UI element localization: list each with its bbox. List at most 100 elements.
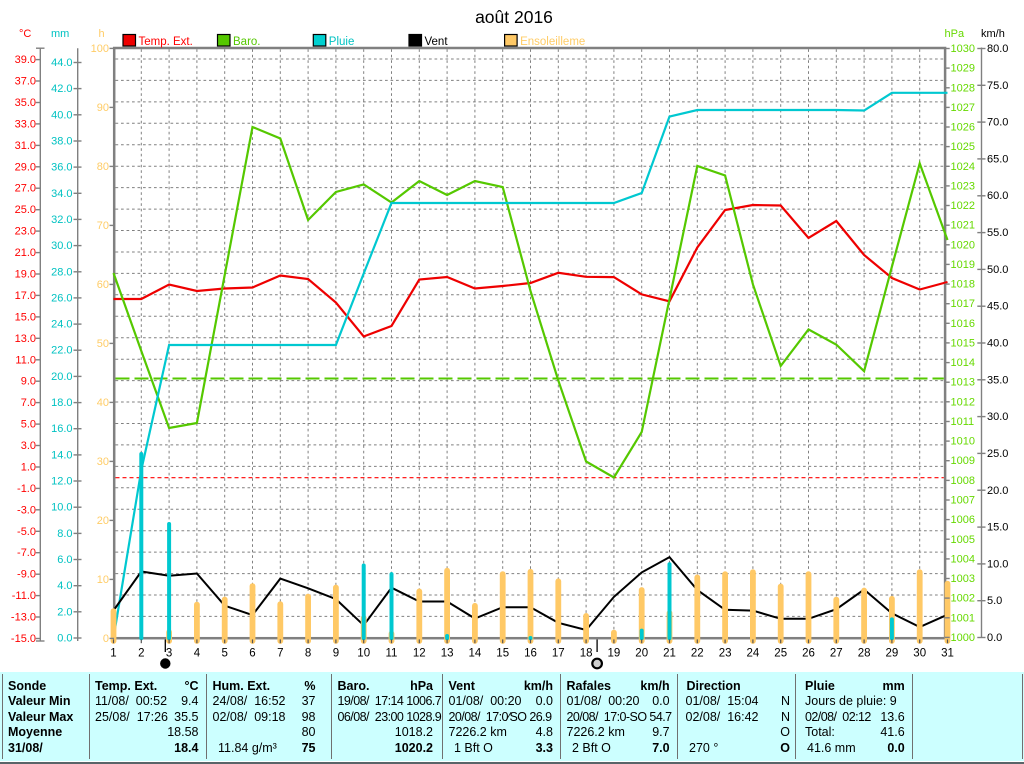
svg-text:7.0: 7.0 <box>21 397 36 409</box>
svg-text:40.0: 40.0 <box>987 338 1008 350</box>
svg-text:19.0: 19.0 <box>15 269 36 281</box>
svg-text:14.0: 14.0 <box>51 449 72 461</box>
svg-text:32.0: 32.0 <box>51 214 72 226</box>
svg-text:18.0: 18.0 <box>51 397 72 409</box>
svg-text:45.0: 45.0 <box>987 301 1008 313</box>
svg-text:-1.0: -1.0 <box>17 483 36 495</box>
svg-text:1017: 1017 <box>951 298 975 310</box>
svg-text:75.0: 75.0 <box>987 80 1008 92</box>
svg-text:60.0: 60.0 <box>987 190 1008 202</box>
svg-text:1011: 1011 <box>951 416 975 428</box>
svg-text:27: 27 <box>830 648 843 660</box>
svg-text:39.0: 39.0 <box>15 54 36 66</box>
svg-text:août 2016: août 2016 <box>475 7 553 27</box>
svg-text:44.0: 44.0 <box>51 57 72 69</box>
svg-text:35.0: 35.0 <box>987 374 1008 386</box>
svg-text:1004: 1004 <box>951 553 975 565</box>
svg-text:1002: 1002 <box>951 593 975 605</box>
svg-text:-5.0: -5.0 <box>17 526 36 538</box>
svg-text:17: 17 <box>552 648 565 660</box>
svg-text:13: 13 <box>441 648 454 660</box>
svg-text:40.0: 40.0 <box>51 109 72 121</box>
svg-text:1024: 1024 <box>951 161 975 173</box>
svg-text:8: 8 <box>305 648 311 660</box>
svg-text:8.0: 8.0 <box>57 528 72 540</box>
svg-text:25.0: 25.0 <box>987 448 1008 460</box>
svg-text:12: 12 <box>413 648 426 660</box>
svg-text:1: 1 <box>110 648 116 660</box>
svg-text:6.0: 6.0 <box>57 554 72 566</box>
svg-text:Ensoleilleme: Ensoleilleme <box>520 36 585 48</box>
svg-text:1029: 1029 <box>951 63 975 75</box>
svg-text:18: 18 <box>580 648 593 660</box>
svg-text:5.0: 5.0 <box>21 419 36 431</box>
svg-text:°C: °C <box>19 28 31 40</box>
svg-text:65.0: 65.0 <box>987 153 1008 165</box>
svg-text:29.0: 29.0 <box>15 161 36 173</box>
svg-text:-13.0: -13.0 <box>11 612 36 624</box>
svg-text:12.0: 12.0 <box>51 476 72 488</box>
svg-text:35.0: 35.0 <box>15 97 36 109</box>
svg-text:1010: 1010 <box>951 436 975 448</box>
svg-text:31.0: 31.0 <box>15 140 36 152</box>
svg-text:30: 30 <box>97 456 109 468</box>
svg-text:5: 5 <box>221 648 227 660</box>
svg-text:3.0: 3.0 <box>21 440 36 452</box>
svg-text:30.0: 30.0 <box>987 411 1008 423</box>
svg-text:1020: 1020 <box>951 239 975 251</box>
svg-text:1025: 1025 <box>951 141 975 153</box>
svg-text:1005: 1005 <box>951 534 975 546</box>
svg-text:100: 100 <box>91 43 109 55</box>
svg-text:80: 80 <box>97 161 109 173</box>
svg-text:31: 31 <box>941 648 954 660</box>
svg-text:33.0: 33.0 <box>15 118 36 130</box>
svg-text:1018: 1018 <box>951 279 975 291</box>
svg-text:0.0: 0.0 <box>987 632 1002 644</box>
svg-text:21.0: 21.0 <box>15 247 36 259</box>
svg-text:2.0: 2.0 <box>57 606 72 618</box>
svg-text:20.0: 20.0 <box>987 485 1008 497</box>
svg-text:29: 29 <box>886 648 899 660</box>
svg-text:17.0: 17.0 <box>15 290 36 302</box>
svg-text:h: h <box>99 28 105 40</box>
svg-text:26.0: 26.0 <box>51 292 72 304</box>
svg-text:24.0: 24.0 <box>51 319 72 331</box>
svg-text:1023: 1023 <box>951 180 975 192</box>
svg-text:Temp. Ext.: Temp. Ext. <box>139 36 193 48</box>
svg-text:25: 25 <box>774 648 787 660</box>
svg-text:11.0: 11.0 <box>15 354 36 366</box>
svg-text:36.0: 36.0 <box>51 162 72 174</box>
svg-text:-15.0: -15.0 <box>11 633 36 645</box>
svg-text:1001: 1001 <box>951 612 975 624</box>
svg-text:28: 28 <box>858 648 871 660</box>
svg-text:23: 23 <box>719 648 732 660</box>
svg-text:1015: 1015 <box>951 337 975 349</box>
svg-text:1021: 1021 <box>951 220 975 232</box>
svg-text:1008: 1008 <box>951 475 975 487</box>
svg-text:22.0: 22.0 <box>51 345 72 357</box>
svg-text:25.0: 25.0 <box>15 204 36 216</box>
svg-text:28.0: 28.0 <box>51 266 72 278</box>
svg-text:hPa: hPa <box>945 28 965 40</box>
svg-text:20: 20 <box>97 515 109 527</box>
svg-text:50.0: 50.0 <box>987 264 1008 276</box>
svg-text:1012: 1012 <box>951 396 975 408</box>
svg-text:23.0: 23.0 <box>15 226 36 238</box>
svg-text:38.0: 38.0 <box>51 136 72 148</box>
svg-text:13.0: 13.0 <box>15 333 36 345</box>
svg-text:7: 7 <box>277 648 283 660</box>
svg-text:55.0: 55.0 <box>987 227 1008 239</box>
svg-text:90: 90 <box>97 102 109 114</box>
svg-text:9.0: 9.0 <box>21 376 36 388</box>
svg-text:20: 20 <box>635 648 648 660</box>
svg-text:-7.0: -7.0 <box>17 547 36 559</box>
svg-text:km/h: km/h <box>981 28 1005 40</box>
svg-text:1007: 1007 <box>951 495 975 507</box>
svg-text:1000: 1000 <box>951 632 975 644</box>
svg-text:1.0: 1.0 <box>21 462 36 474</box>
svg-text:70.0: 70.0 <box>987 117 1008 129</box>
svg-text:4.0: 4.0 <box>57 580 72 592</box>
svg-text:16.0: 16.0 <box>51 423 72 435</box>
svg-text:-3.0: -3.0 <box>17 504 36 516</box>
svg-text:26: 26 <box>802 648 815 660</box>
